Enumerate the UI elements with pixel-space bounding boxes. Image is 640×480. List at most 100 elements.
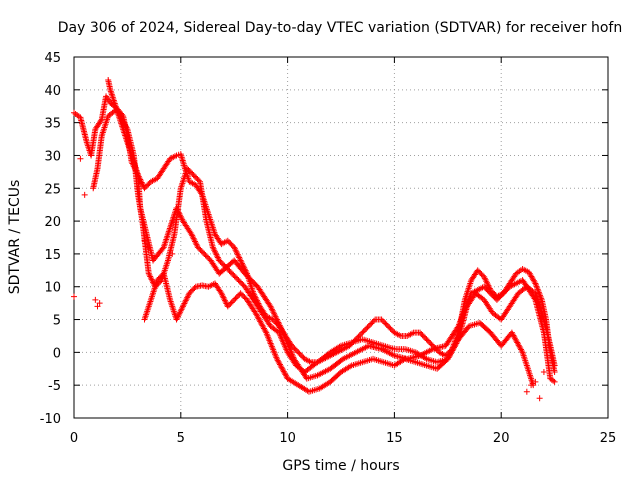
data-point-marker	[363, 325, 370, 332]
data-point-marker	[175, 312, 182, 319]
data-point-marker	[186, 168, 193, 175]
data-point-marker	[422, 334, 429, 341]
y-tick-label: 0	[53, 346, 61, 361]
data-point-marker	[219, 291, 226, 298]
plot-frame	[73, 56, 609, 419]
data-point-marker	[221, 296, 228, 303]
chart-title: Day 306 of 2024, Sidereal Day-to-day VTE…	[58, 20, 622, 36]
y-tick-label: 15	[44, 248, 61, 263]
data-point-marker	[227, 240, 234, 247]
data-point-marker	[218, 260, 225, 267]
y-tick-label: 20	[44, 215, 61, 230]
data-point-marker	[239, 261, 246, 268]
data-point-marker	[532, 378, 539, 385]
data-point-marker	[203, 253, 210, 260]
data-point-marker	[279, 328, 286, 335]
data-point-marker	[531, 279, 538, 286]
data-point-marker	[428, 341, 435, 348]
data-point-marker	[231, 273, 238, 280]
data-point-marker	[382, 320, 389, 327]
data-point-marker	[370, 317, 377, 324]
data-point-marker	[236, 278, 243, 285]
data-point-marker	[477, 269, 484, 276]
data-point-marker	[233, 248, 240, 255]
data-point-marker	[417, 329, 424, 336]
data-point-marker	[224, 303, 231, 310]
data-point-marker	[217, 258, 224, 265]
data-point-marker	[239, 281, 246, 288]
data-point-marker	[189, 170, 196, 177]
data-point-marker	[270, 309, 277, 316]
data-point-marker	[193, 174, 200, 181]
data-point-marker	[214, 253, 221, 260]
data-point-marker	[229, 298, 236, 305]
data-point-marker	[183, 296, 190, 303]
data-point-marker	[231, 244, 238, 251]
data-point-marker	[150, 279, 157, 286]
data-point-marker	[463, 303, 470, 310]
data-point-marker	[177, 309, 184, 316]
data-point-marker	[528, 382, 535, 389]
data-point-marker	[147, 273, 154, 280]
data-point-marker	[238, 258, 245, 265]
data-point-marker	[141, 185, 148, 192]
data-point-marker	[235, 277, 242, 284]
data-point-marker	[144, 182, 151, 189]
data-point-marker	[175, 209, 182, 216]
grid-lines	[74, 57, 608, 418]
data-point-marker	[278, 325, 285, 332]
data-point-marker	[232, 274, 239, 281]
data-point-marker	[189, 234, 196, 241]
data-point-marker	[228, 299, 235, 306]
data-point-marker	[455, 323, 462, 330]
data-point-marker	[427, 340, 434, 347]
data-point-marker	[147, 274, 154, 281]
data-point-marker	[173, 316, 180, 323]
data-point-marker	[234, 251, 241, 258]
data-point-marker	[226, 239, 233, 246]
data-point-marker	[211, 248, 218, 255]
data-point-marker	[299, 353, 306, 360]
data-point-marker	[236, 256, 243, 263]
data-point-marker	[239, 260, 246, 267]
data-point-marker	[292, 346, 299, 353]
data-point-marker	[96, 300, 103, 307]
data-point-marker	[460, 309, 467, 316]
data-point-marker	[532, 280, 539, 287]
data-point-marker	[216, 257, 223, 264]
data-point-marker	[458, 315, 465, 322]
data-point-marker	[192, 239, 199, 246]
data-point-marker	[356, 332, 363, 339]
data-point-marker	[145, 270, 152, 277]
data-point-marker	[182, 297, 189, 304]
data-point-marker	[423, 336, 430, 343]
y-tick-label: 25	[44, 182, 61, 197]
data-point-marker	[482, 276, 489, 283]
data-point-marker	[463, 302, 470, 309]
data-point-marker	[182, 299, 189, 306]
data-point-marker	[458, 314, 465, 321]
data-point-marker	[214, 254, 221, 261]
y-tick-label: 45	[44, 51, 61, 66]
x-tick-label: 25	[600, 431, 617, 446]
data-point-marker	[145, 181, 152, 188]
data-point-marker	[460, 311, 467, 318]
data-point-marker	[272, 313, 279, 320]
data-point-marker	[193, 241, 200, 248]
data-point-marker	[276, 320, 283, 327]
data-point-marker	[234, 250, 241, 257]
data-point-marker	[483, 279, 490, 286]
data-point-marker	[174, 315, 181, 322]
data-point-marker	[169, 250, 176, 257]
data-point-marker	[545, 342, 552, 349]
data-point-marker	[274, 318, 281, 325]
data-point-marker	[359, 329, 366, 336]
data-point-marker	[267, 303, 274, 310]
data-point-marker	[230, 271, 237, 278]
data-point-marker	[194, 244, 201, 251]
data-point-marker	[234, 275, 241, 282]
data-point-marker	[237, 290, 244, 297]
data-point-marker	[537, 292, 544, 299]
